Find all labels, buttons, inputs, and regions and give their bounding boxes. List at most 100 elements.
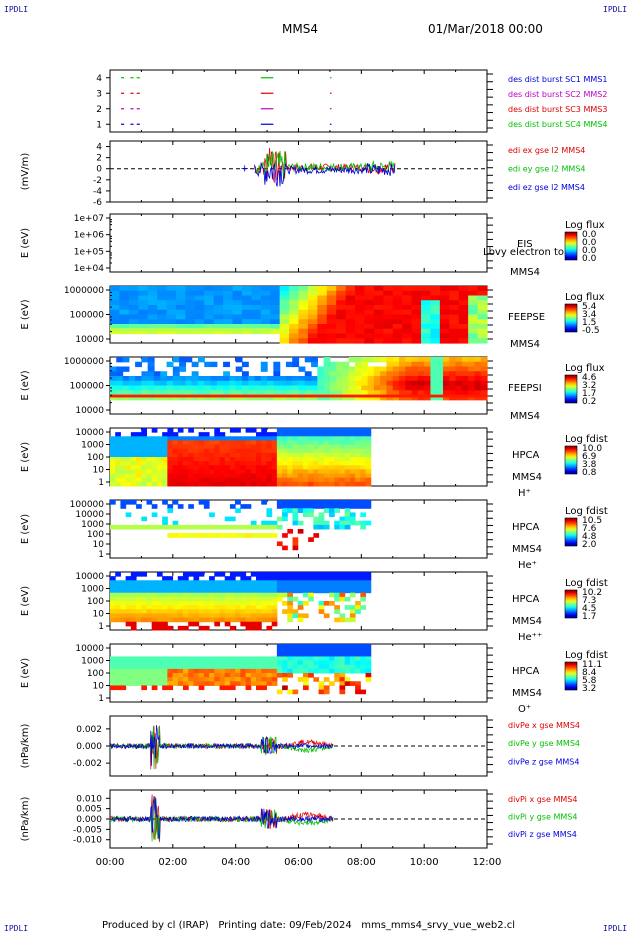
- heatmap-cell: [298, 395, 306, 401]
- heatmap-cell: [197, 376, 205, 382]
- heatmap-cell: [287, 664, 294, 670]
- heatmap-cell: [304, 390, 312, 396]
- heatmap-cell: [214, 681, 221, 686]
- heatmap-cell: [458, 328, 469, 335]
- heatmap-cell: [122, 390, 130, 396]
- heatmap-cell: [373, 371, 381, 377]
- heatmap-cell: [307, 333, 318, 339]
- heatmap-cell: [287, 500, 294, 505]
- heatmap-cell: [209, 673, 215, 678]
- heatmap-cell: [334, 440, 340, 446]
- heatmap-cell: [323, 648, 330, 653]
- heatmap-cell: [229, 596, 236, 602]
- heatmap-cell: [266, 660, 273, 666]
- heatmap-cell: [120, 660, 127, 666]
- heatmap-cell: [339, 500, 346, 505]
- heatmap-cell: [245, 681, 252, 686]
- heatmap-cell: [219, 584, 226, 590]
- heatmap-cell: [229, 385, 237, 391]
- heatmap-cell: [125, 588, 132, 594]
- heatmap-cell: [458, 314, 469, 320]
- heatmap-cell: [336, 371, 344, 377]
- heatmap-cell: [245, 584, 252, 590]
- heatmap-cell: [282, 677, 288, 682]
- heatmap-cell: [323, 584, 330, 590]
- heatmap-cell: [276, 584, 283, 590]
- heatmap-cell: [289, 328, 300, 335]
- y-tick-label: -0.002: [73, 759, 102, 769]
- heatmap-cell: [392, 286, 403, 292]
- heatmap-cell: [323, 652, 330, 657]
- heatmap-cell: [287, 601, 294, 606]
- heatmap-cell: [392, 314, 403, 320]
- heatmap-cell: [364, 333, 375, 339]
- heatmap-cell: [250, 473, 257, 479]
- heatmap-cell: [318, 440, 325, 446]
- heatmap-cell: [229, 668, 236, 674]
- heatmap-cell: [110, 380, 117, 387]
- heatmap-cell: [235, 664, 241, 670]
- heatmap-cell: [329, 648, 335, 653]
- heatmap-cell: [167, 660, 174, 666]
- heatmap-cell: [146, 440, 153, 446]
- heatmap-cell: [430, 390, 438, 396]
- heatmap-cell: [229, 580, 236, 585]
- y-axis-label: E (eV): [20, 370, 31, 400]
- heatmap-cell: [198, 685, 205, 691]
- heatmap-cell: [256, 685, 262, 691]
- heatmap-cell: [188, 448, 194, 454]
- heatmap-cell: [177, 592, 184, 598]
- heatmap-cell: [214, 452, 221, 458]
- heatmap-cell: [348, 380, 356, 387]
- heatmap-cell: [271, 677, 278, 682]
- heatmap-cell: [417, 357, 425, 363]
- heatmap-cell: [146, 617, 153, 623]
- heatmap-cell: [261, 465, 267, 470]
- heatmap-cell: [125, 524, 132, 530]
- heatmap-cell: [125, 465, 132, 470]
- heatmap-cell: [151, 677, 158, 682]
- heatmap-cell: [302, 504, 309, 509]
- heatmap-cell: [443, 390, 450, 396]
- heatmap-cell: [240, 664, 247, 670]
- heatmap-cell: [344, 452, 351, 458]
- heatmap-cell: [402, 300, 413, 306]
- heatmap-cell: [480, 395, 488, 401]
- heatmap-cell: [175, 295, 186, 301]
- heatmap-cell: [380, 390, 388, 396]
- heatmap-cell: [365, 465, 372, 470]
- heatmap-cell: [266, 677, 273, 682]
- heatmap-cell: [235, 508, 241, 513]
- heatmap-cell: [219, 524, 226, 530]
- heatmap-cell: [271, 452, 278, 458]
- heatmap-cell: [480, 376, 488, 382]
- heatmap-cell: [193, 533, 200, 538]
- heatmap-cell: [241, 390, 249, 396]
- heatmap-cell: [339, 685, 346, 691]
- heatmap-cell: [177, 473, 184, 479]
- heatmap-cell: [297, 504, 304, 509]
- heatmap-cell: [443, 376, 450, 382]
- heatmap-cell: [115, 596, 121, 602]
- heatmap-cell: [235, 390, 243, 396]
- heatmap-cell: [229, 673, 236, 678]
- heatmap-cell: [254, 395, 262, 401]
- heatmap-cell: [156, 668, 163, 674]
- heatmap-cell: [318, 461, 325, 466]
- heatmap-cell: [349, 465, 356, 470]
- heatmap-cell: [304, 385, 312, 391]
- heatmap-cell: [229, 436, 236, 441]
- heatmap-cell: [282, 572, 288, 577]
- heatmap-cell: [302, 432, 309, 437]
- heatmap-cell: [430, 333, 441, 339]
- heatmap-cell: [219, 660, 226, 666]
- heatmap-cell: [345, 309, 356, 316]
- heatmap-cell: [183, 444, 189, 450]
- heatmap-cell: [209, 677, 215, 682]
- heatmap-cell: [361, 366, 369, 372]
- heatmap-cell: [439, 319, 450, 325]
- heatmap-cell: [276, 689, 283, 695]
- heatmap-cell: [115, 668, 121, 674]
- heatmap-cell: [194, 324, 205, 330]
- heatmap-cell: [411, 361, 419, 368]
